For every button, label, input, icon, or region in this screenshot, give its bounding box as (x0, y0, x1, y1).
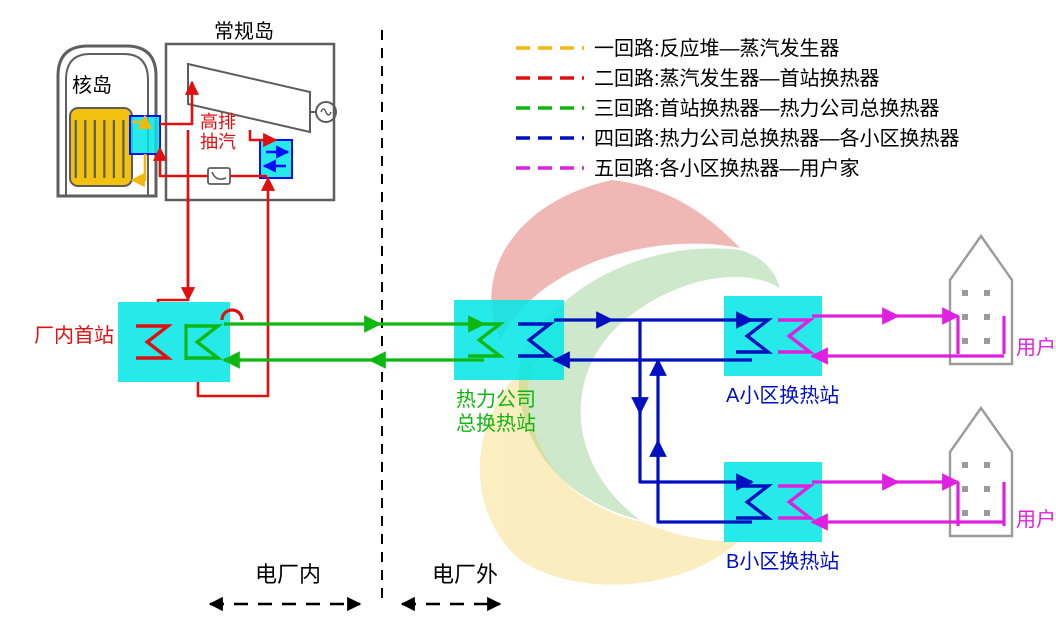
primary-station-box (118, 302, 230, 382)
legend-text-3: 三回路:首站换热器—热力公司总换热器 (594, 97, 940, 120)
nuclear-island-label: 核岛 (72, 74, 112, 97)
diagram-canvas: 一回路:反应堆—蒸汽发生器二回路:蒸汽发生器—首站换热器三回路:首站换热器—热力… (0, 0, 1056, 642)
heating-company-label: 热力公司 (456, 388, 536, 411)
heating-company-label: 总换热站 (456, 412, 536, 435)
plant-inside-label: 电厂内 (255, 562, 321, 587)
zone-b-label: B小区换热站 (726, 550, 839, 573)
zone-b-box (724, 462, 822, 542)
legend-text-5: 五回路:各小区换热器—用户家 (594, 157, 860, 180)
conventional-island-label: 常规岛 (214, 20, 274, 43)
extraction-label: 抽汽 (200, 132, 236, 152)
zone-a-box (724, 296, 822, 376)
heating-company-box (454, 300, 564, 380)
user-a-label: 用户 (1016, 336, 1056, 359)
user-b-label: 用户 (1016, 508, 1056, 531)
legend-text-1: 一回路:反应堆—蒸汽发生器 (594, 37, 840, 60)
extraction-label: 高排 (200, 112, 236, 132)
zone-a-label: A小区换热站 (726, 384, 839, 407)
legend-text-4: 四回路:热力公司总换热器—各小区换热器 (594, 127, 960, 150)
plant-outside-label: 电厂外 (432, 562, 498, 587)
legend-text-2: 二回路:蒸汽发生器—首站换热器 (594, 67, 880, 90)
exchanger-icon (260, 140, 292, 178)
primary-station-label: 厂内首站 (34, 324, 114, 347)
